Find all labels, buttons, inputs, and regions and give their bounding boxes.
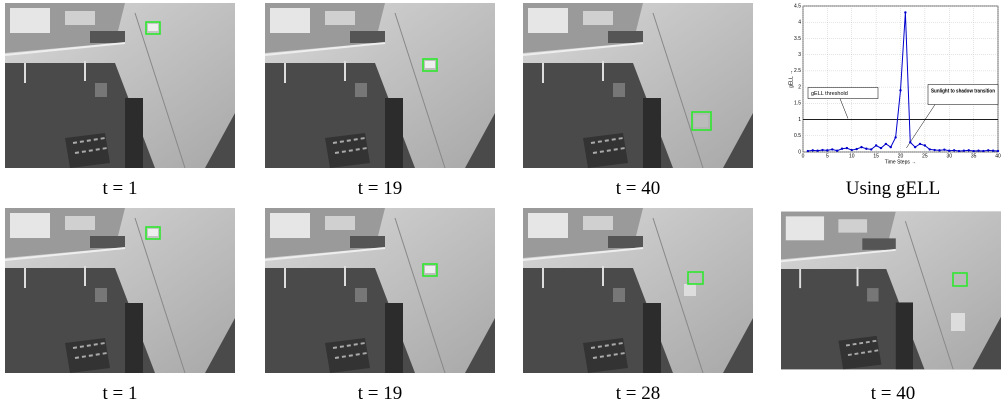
y-tick-label: 4 — [798, 20, 801, 26]
caption: t = 1 — [103, 178, 138, 199]
y-tick-label: 4.5 — [794, 3, 801, 9]
y-tick-label: 0.5 — [794, 133, 801, 139]
frame — [523, 208, 753, 373]
data-point — [885, 143, 887, 145]
data-point — [841, 148, 843, 150]
frame — [781, 212, 1001, 370]
data-point — [846, 147, 848, 149]
data-point — [826, 149, 828, 151]
data-point — [831, 148, 833, 150]
y-tick-label: 1 — [798, 117, 801, 123]
data-point — [943, 149, 945, 151]
data-point — [875, 144, 877, 146]
car — [684, 284, 696, 296]
x-tick-label: 40 — [995, 153, 1001, 159]
caption: t = 19 — [358, 178, 403, 199]
caption: t = 40 — [871, 383, 916, 404]
y-tick-label: 1.5 — [794, 101, 801, 107]
x-tick-label: 10 — [849, 153, 855, 159]
data-point — [992, 150, 994, 152]
data-point — [987, 149, 989, 151]
data-point — [933, 149, 935, 151]
annotation: Sunlight to shadow transition — [931, 89, 996, 95]
data-point — [953, 149, 955, 151]
y-tick-label: 3 — [798, 52, 801, 58]
x-tick-label: 15 — [873, 153, 879, 159]
data-point — [958, 150, 960, 152]
x-tick-label: 5 — [826, 153, 829, 159]
data-point — [836, 150, 838, 152]
data-point — [963, 150, 965, 152]
car — [148, 24, 158, 31]
data-point — [812, 149, 814, 151]
frame — [265, 208, 495, 373]
data-point — [929, 148, 931, 150]
data-point — [894, 136, 896, 138]
figure: t = 1 t = 19 t = 40 Using gELL t = 1 t =… — [0, 0, 1002, 408]
caption: t = 28 — [616, 383, 661, 404]
caption: t = 1 — [103, 383, 138, 404]
data-point — [899, 89, 901, 91]
caption: Using gELL — [846, 178, 940, 199]
x-tick-label: 0 — [802, 153, 805, 159]
x-axis-label: Time Steps → — [885, 159, 917, 165]
data-point — [870, 148, 872, 150]
frame — [5, 208, 235, 373]
y-axis-label: gELL → — [788, 70, 794, 88]
frame — [523, 3, 753, 168]
y-tick-label: 2.5 — [794, 68, 801, 74]
data-point — [860, 146, 862, 148]
y-tick-label: 2 — [798, 84, 801, 90]
x-tick-label: 35 — [971, 153, 977, 159]
data-point — [807, 150, 809, 152]
x-tick-label: 30 — [946, 153, 952, 159]
data-point — [972, 150, 974, 152]
data-point — [851, 149, 853, 151]
frame — [265, 3, 495, 168]
caption: t = 19 — [358, 383, 403, 404]
caption: t = 40 — [616, 178, 661, 199]
data-point — [816, 150, 818, 152]
data-point — [977, 150, 979, 152]
data-point — [821, 149, 823, 151]
data-point — [855, 148, 857, 150]
data-point — [919, 143, 921, 145]
car — [425, 61, 435, 68]
car — [425, 266, 435, 273]
data-point — [904, 11, 906, 13]
annotation: gELL threshold — [811, 91, 848, 97]
data-point — [924, 144, 926, 146]
data-point — [968, 149, 970, 151]
car — [694, 115, 708, 127]
frame — [5, 3, 235, 168]
data-point — [948, 150, 950, 152]
data-point — [909, 141, 911, 143]
x-tick-label: 25 — [922, 153, 928, 159]
car — [951, 313, 965, 331]
data-point — [880, 147, 882, 149]
data-point — [938, 149, 940, 151]
y-tick-label: 3.5 — [794, 36, 801, 42]
data-point — [865, 148, 867, 150]
data-point — [890, 146, 892, 148]
data-point — [997, 150, 999, 152]
data-point — [914, 146, 916, 148]
data-point — [982, 150, 984, 152]
car — [148, 229, 158, 236]
